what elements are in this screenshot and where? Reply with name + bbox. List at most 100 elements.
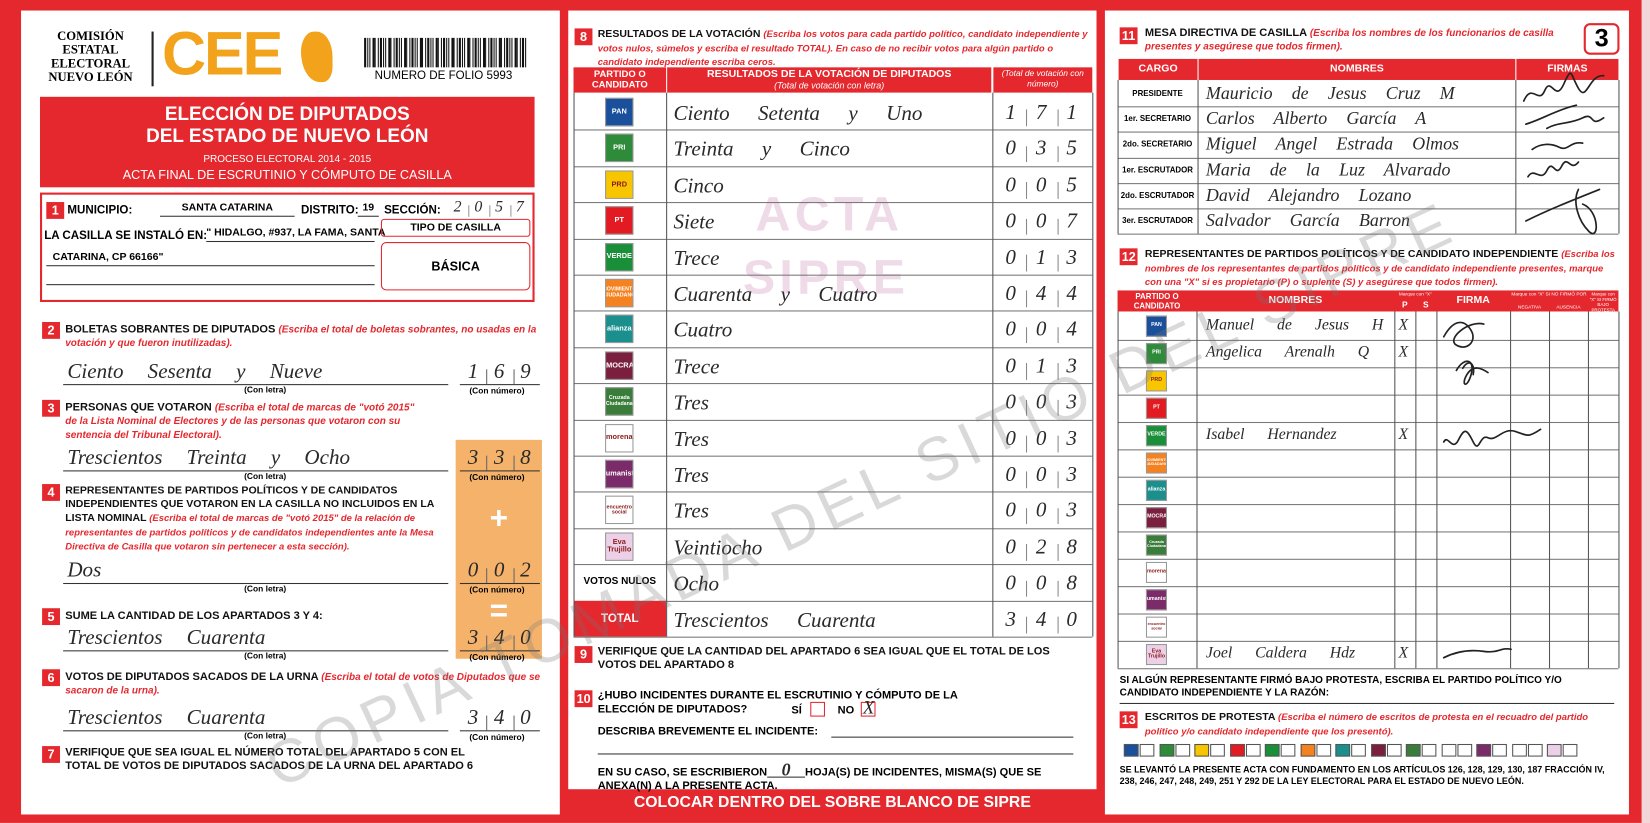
rule	[382, 37, 384, 68]
table-header	[993, 67, 1093, 93]
rule	[1057, 218, 1059, 235]
section-title: RESULTADOS DE LA VOTACIÓN	[597, 28, 761, 40]
protest-count	[1456, 743, 1472, 757]
rule	[514, 37, 517, 68]
rule	[443, 37, 446, 68]
rule	[429, 37, 431, 68]
rule	[573, 419, 1093, 421]
rule	[466, 37, 469, 68]
protest-box	[1335, 743, 1351, 757]
owner-mark: X	[1398, 645, 1409, 662]
rule	[364, 37, 367, 68]
numeric-amount: 340	[467, 626, 547, 650]
section-number: 11	[1119, 27, 1138, 45]
rule	[831, 736, 1074, 738]
column-header: Marque con "X"	[1398, 291, 1432, 297]
rule	[1415, 311, 1417, 669]
rule	[1057, 327, 1059, 344]
rule	[573, 238, 1093, 240]
written-amount: Ciento Sesenta y Nueve	[67, 359, 323, 384]
rule	[46, 265, 375, 267]
rule	[1117, 339, 1619, 341]
numeric-votes: 005	[1005, 173, 1097, 197]
incident-question: ¿HUBO INCIDENTES DURANTE EL ESCRUTINIO Y…	[597, 689, 958, 716]
party-logo-text: Eva Trujillo	[1147, 647, 1166, 660]
section-instruction: (Escriba el total de boletas sobrantes, …	[65, 324, 537, 350]
party-logo-text: PRI	[1152, 349, 1161, 357]
representative-name: Manuel de Jesus H	[1205, 316, 1384, 334]
rule	[414, 37, 416, 68]
party-logo: Cruzada Ciudadana	[605, 387, 634, 416]
numeric-votes: 008	[1005, 571, 1097, 595]
rule	[456, 37, 458, 68]
rule	[477, 37, 479, 68]
rule	[513, 635, 515, 651]
rule	[371, 37, 375, 68]
role: 2do. ESCRUTADOR	[1120, 190, 1195, 200]
rule	[573, 383, 1093, 385]
rule	[1026, 435, 1028, 453]
protest-box	[1300, 743, 1315, 757]
field-label: HOJA(S) DE INCIDENTES, MISMA(S) QUE SE A…	[597, 766, 1042, 793]
official-name: Mauricio de Jesus Cruz M	[1205, 83, 1455, 104]
rule	[459, 384, 540, 386]
official-name: David Alejandro Lozano	[1205, 184, 1412, 205]
column-header: RESULTADOS DE LA VOTACIÓN DE DIPUTADOS	[707, 68, 952, 80]
protest-count	[1315, 743, 1331, 757]
row-label: VOTOS NULOS	[583, 575, 657, 588]
party-logo-text: encuentro social	[606, 503, 632, 516]
official-name: Maria de la Luz Alvarado	[1205, 159, 1451, 180]
operator: =	[489, 593, 509, 629]
party-logo: encuentro social	[1145, 616, 1168, 638]
rule	[1092, 92, 1094, 637]
table-header	[573, 67, 667, 93]
folio: NUMERO DE FOLIO 5993	[374, 69, 513, 83]
party-logo-text: MOVIMIENTO CIUDADANO	[1145, 458, 1168, 467]
table-header	[667, 67, 992, 93]
field-label: SECCIÓN:	[384, 204, 441, 217]
rule	[513, 455, 515, 471]
section-number: 6	[42, 669, 60, 687]
rule	[521, 37, 525, 68]
written-votes: Ciento Setenta y Uno	[673, 102, 923, 126]
section-heading: ESCRITOS DE PROTESTA (Escriba el número …	[1145, 710, 1608, 738]
column-header: S	[1423, 299, 1429, 310]
party-logo-text: PRD	[611, 180, 628, 188]
checkbox	[810, 701, 826, 717]
section-instruction: (Escriba los nombres de los representant…	[1144, 248, 1615, 288]
type-label: TIPO DE CASILLA	[380, 218, 531, 237]
section-number: 9	[574, 646, 593, 663]
rule	[427, 37, 430, 68]
column-header: NOMBRES	[1268, 294, 1323, 307]
rule	[1057, 399, 1059, 416]
rule	[482, 37, 485, 68]
rule	[498, 37, 501, 68]
rule	[393, 37, 395, 68]
section-instruction: (Escriba el total de votos de Diputados …	[65, 671, 541, 697]
rule	[1117, 182, 1619, 184]
numeric-votes: 028	[1005, 535, 1097, 559]
caption: (Con número)	[469, 732, 525, 742]
party-logo: PAN	[1145, 315, 1168, 337]
role: 2do. SECRETARIO	[1122, 139, 1193, 149]
commission-name: NUEVO LEÓN	[48, 69, 133, 85]
rule	[1026, 363, 1028, 380]
written-amount: Trescientos Cuarenta	[67, 626, 266, 650]
rule	[1515, 79, 1517, 234]
rule	[385, 37, 387, 68]
protest-box	[1159, 743, 1174, 757]
rule	[573, 274, 1093, 276]
section-number: 5	[42, 608, 60, 626]
rule	[366, 37, 368, 68]
owner-mark: X	[1398, 426, 1409, 444]
rule	[573, 600, 1093, 602]
rule	[459, 650, 540, 652]
rule	[495, 37, 497, 68]
rule	[1117, 668, 1619, 670]
role: 1er. SECRETARIO	[1124, 113, 1192, 124]
rule	[573, 310, 1093, 312]
sheet-number: 3	[1583, 23, 1620, 55]
table-header	[1117, 290, 1619, 312]
section-number: 13	[1119, 711, 1138, 729]
